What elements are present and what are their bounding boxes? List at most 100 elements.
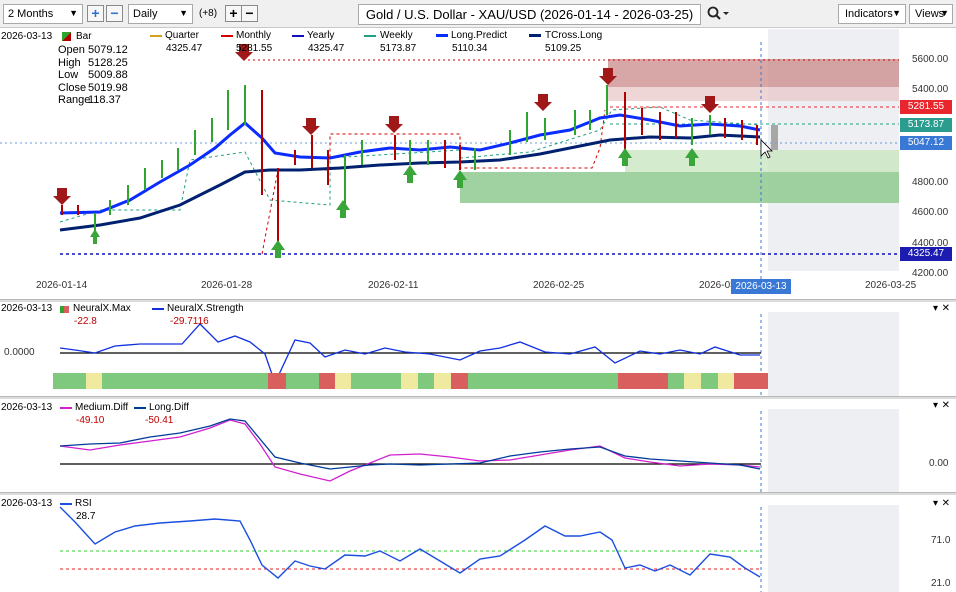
- buy-signal-arrows: [90, 148, 699, 258]
- chevron-down-icon: ▼: [179, 8, 188, 18]
- rsi-swatch: [60, 503, 72, 505]
- monthly-price-tag: 5281.55: [900, 100, 952, 114]
- yearly-price-tag: 4325.47: [900, 247, 952, 261]
- close-icon[interactable]: ✕: [941, 498, 950, 509]
- indicators-button[interactable]: Indicators ▼: [838, 4, 906, 24]
- neuralx-panel[interactable]: 2026-03-13 NeuralX.Max -22.8 NeuralX.Str…: [0, 302, 956, 396]
- x-tick: 2026-02-11: [368, 280, 419, 291]
- panel-date: 2026-03-13: [1, 402, 53, 413]
- neuralx-max-swatch: [60, 306, 69, 313]
- y-tick: 4400.00: [912, 238, 949, 249]
- close-icon[interactable]: ✕: [941, 400, 950, 411]
- remove-bar-button[interactable]: −: [241, 5, 258, 22]
- y-tick: 5400.00: [912, 84, 949, 95]
- neuralx-max-label: NeuralX.Max: [73, 303, 131, 314]
- yearly-value: 4325.47: [308, 43, 345, 54]
- pane-separator[interactable]: [0, 492, 956, 495]
- views-button[interactable]: Views ▼: [909, 4, 953, 24]
- price-chart-canvas: [0, 29, 899, 280]
- x-tick: 2026-03-25: [865, 280, 917, 291]
- support-zone: [460, 172, 899, 203]
- y-tick: 4600.00: [912, 207, 949, 218]
- long-predict-line: [59, 113, 761, 215]
- close-value: 5019.98: [88, 81, 128, 94]
- high-label: High: [58, 56, 81, 69]
- weekly-swatch: [364, 35, 376, 37]
- x-tick: 2026-01-28: [201, 280, 253, 291]
- monthly-swatch: [221, 35, 233, 37]
- quarter-value: 4325.47: [166, 43, 203, 54]
- neuralx-max-strip: [53, 373, 768, 389]
- y-tick: 4800.00: [912, 177, 949, 188]
- range-select[interactable]: 2 Months ▼: [3, 4, 83, 24]
- rsi-label: RSI: [75, 498, 92, 509]
- down-bars: [61, 90, 758, 250]
- toolbar: 2 Months ▼ + − Daily ▼ (+8) + − Gold / U…: [0, 0, 956, 28]
- quarter-swatch: [150, 35, 162, 37]
- future-area: [768, 312, 899, 396]
- long-diff-line: [59, 418, 761, 470]
- add-bar-button[interactable]: +: [225, 5, 242, 22]
- tcross-long-label: TCross.Long: [545, 30, 603, 41]
- quarter-label: Quarter: [165, 30, 199, 41]
- price-chart[interactable]: 2026-03-13 Bar Open 5079.12 High 5128.25 L…: [0, 29, 956, 299]
- y-tick: 21.0: [931, 578, 951, 589]
- range-label: Range: [58, 94, 91, 106]
- low-label: Low: [58, 69, 79, 81]
- sell-signal-arrows: [53, 44, 719, 205]
- cursor-date-tag: 2026-03-13: [731, 279, 791, 294]
- zoom-out-button[interactable]: −: [106, 5, 123, 22]
- rsi-panel[interactable]: 2026-03-13 RSI 28.7 71.0 21.0 ▾ ✕: [0, 495, 956, 592]
- x-tick: 2026-01-14: [36, 280, 88, 291]
- bar-icon: [62, 32, 71, 41]
- medium-diff-value: -49.10: [76, 415, 105, 426]
- rsi-canvas: [59, 505, 899, 592]
- close-icon[interactable]: ✕: [941, 303, 950, 314]
- symbol-title[interactable]: Gold / U.S. Dollar - XAU/USD (2026-01-14…: [358, 4, 701, 25]
- pane-separator[interactable]: [0, 396, 956, 399]
- medium-diff-line: [59, 419, 761, 482]
- y-tick: 71.0: [931, 535, 951, 546]
- range-value: 2 Months: [8, 8, 54, 20]
- y-tick: 0.00: [929, 458, 949, 469]
- long-diff-swatch: [134, 407, 146, 409]
- neuralx-strength-value: -29.7116: [170, 316, 209, 327]
- interval-select[interactable]: Daily ▼: [128, 4, 193, 24]
- search-icon[interactable]: [705, 5, 729, 23]
- future-area: [768, 505, 899, 592]
- y-tick: 5600.00: [912, 54, 949, 65]
- chevron-down-icon: ▼: [69, 8, 78, 18]
- offset-label: (+8): [199, 8, 218, 19]
- x-tick: 2026-03: [699, 280, 736, 291]
- low-value: 5009.88: [88, 69, 128, 81]
- diff-canvas: [59, 409, 899, 492]
- mouse-cursor-icon: [760, 139, 773, 159]
- long-predict-swatch: [436, 34, 448, 37]
- panel-date: 2026-03-13: [1, 498, 53, 509]
- ohlc-box: Open 5079.12 High 5128.25 Low 5009.88 Close…: [58, 44, 128, 107]
- y-tick: 4200.00: [912, 268, 949, 279]
- medium-diff-label: Medium.Diff: [75, 402, 129, 413]
- interval-value: Daily: [133, 8, 158, 20]
- neuralx-strength-label: NeuralX.Strength: [167, 303, 244, 314]
- x-tick: 2026-02-25: [533, 280, 585, 291]
- panel-date: 2026-03-13: [1, 303, 53, 314]
- monthly-label: Monthly: [236, 30, 272, 41]
- zoom-in-button[interactable]: +: [87, 5, 104, 22]
- long-diff-label: Long.Diff: [149, 402, 189, 413]
- collapse-icon[interactable]: ▾: [932, 498, 938, 509]
- tcross-long-swatch: [529, 34, 541, 37]
- high-value: 5128.25: [88, 56, 128, 69]
- y-tick: 0.0000: [4, 347, 35, 358]
- collapse-icon[interactable]: ▾: [932, 303, 938, 314]
- yearly-label: Yearly: [307, 30, 335, 41]
- open-label: Open: [58, 44, 85, 56]
- rsi-line: [59, 506, 761, 579]
- rsi-value: 28.7: [76, 511, 96, 522]
- cursor-price-tag: 5047.12: [900, 136, 952, 150]
- weekly-value: 5173.87: [380, 43, 417, 54]
- pane-separator[interactable]: [0, 299, 956, 302]
- collapse-icon[interactable]: ▾: [932, 400, 938, 411]
- diff-panel[interactable]: 2026-03-13 Medium.Diff -49.10 Long.Diff …: [0, 399, 956, 492]
- chevron-down-icon: ▼: [940, 8, 949, 18]
